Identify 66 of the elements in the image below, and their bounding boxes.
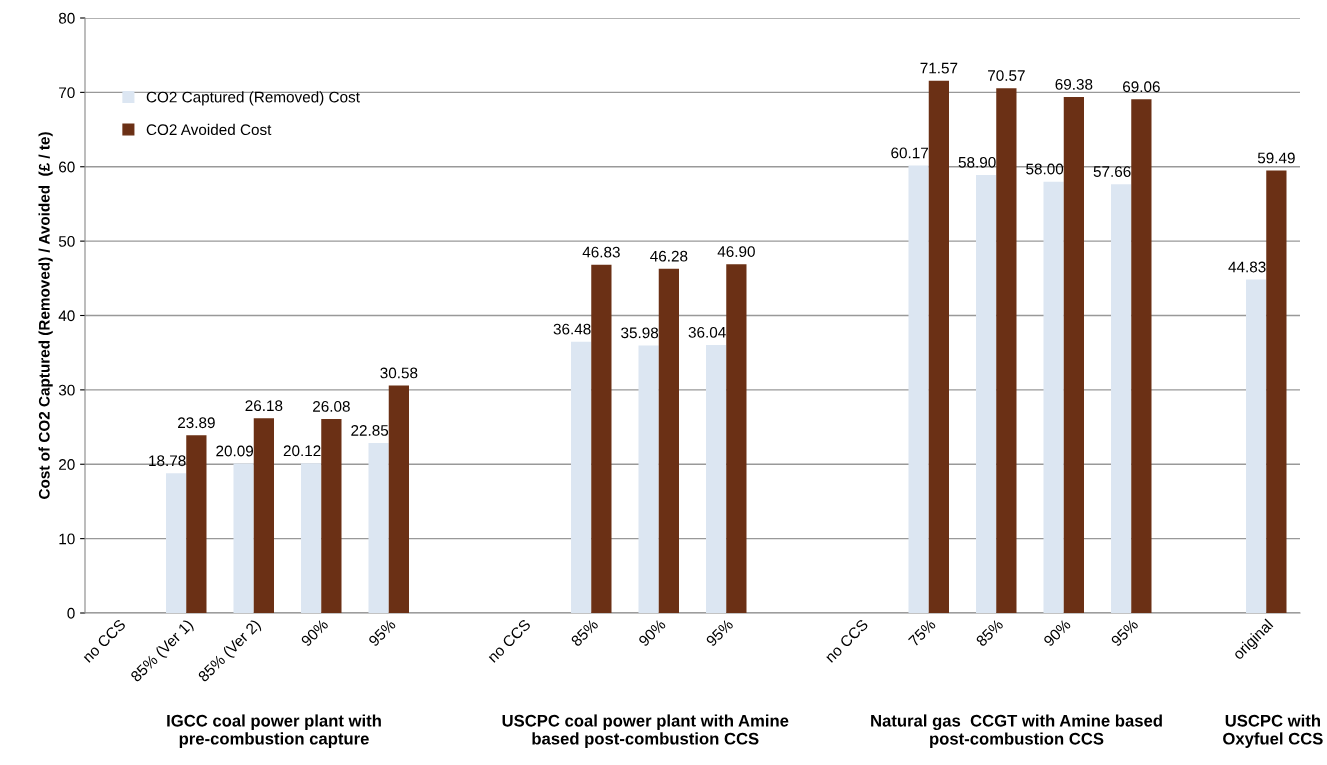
y-tick-label: 30: [58, 384, 75, 396]
data-label: 30.58: [380, 367, 418, 379]
text: IGCC coal power plant with pre-combustion capture: [167, 714, 381, 748]
legend-label: CO2 Captured (Removed) Cost: [146, 91, 360, 106]
bar: [571, 341, 592, 613]
bar: [928, 80, 949, 613]
bar: [1063, 96, 1084, 613]
bar: [321, 419, 342, 613]
text: USCPC with Oxyfuel CCS: [1223, 714, 1323, 748]
data-label: 57.66: [1093, 166, 1131, 177]
y-tick-label: 10: [59, 533, 75, 545]
bar: [1266, 170, 1287, 613]
data-label: 46.28: [650, 250, 688, 262]
data-label: 58.00: [1026, 163, 1064, 175]
bar: [301, 463, 322, 613]
data-label: 26.08: [313, 401, 350, 412]
bar: [1043, 181, 1064, 613]
data-label: 23.89: [178, 417, 215, 429]
bar: [976, 174, 997, 613]
bar: [233, 463, 254, 613]
data-label: 69.38: [1055, 78, 1093, 90]
bar: [638, 345, 659, 613]
data-label: 71.57: [920, 62, 958, 74]
x-tick-label: 85% (Ver 2): [197, 618, 264, 685]
data-label: 36.48: [553, 323, 591, 335]
data-label: 69.06: [1123, 81, 1160, 93]
data-label: 35.98: [621, 327, 659, 339]
data-label: 36.04: [688, 326, 726, 338]
data-label: 20.12: [283, 445, 321, 457]
y-tick-label: 50: [58, 235, 75, 247]
data-label: 26.18: [245, 400, 283, 412]
bar: [658, 268, 679, 613]
y-tick-label: 40: [58, 310, 75, 322]
y-tick-label: 20: [59, 459, 75, 470]
bar: [706, 344, 727, 613]
bar: [726, 264, 747, 613]
bar: [368, 443, 389, 613]
y-tick-label: 0: [67, 607, 75, 619]
data-label: 44.83: [1228, 261, 1266, 273]
bar: [1111, 184, 1132, 613]
data-label: 20.09: [216, 445, 254, 457]
bar: [1131, 99, 1152, 613]
y-tick-label: 60: [59, 161, 75, 173]
data-label: 46.83: [582, 246, 620, 258]
y-axis-title: Cost of CO2 Captured (Removed) / Avoided (£ / te): [38, 132, 53, 499]
data-label: 18.78: [149, 455, 186, 467]
data-label: 46.90: [717, 246, 755, 257]
text: USCPC coal power plant with Amine based post-combustion CCS: [502, 714, 789, 748]
bar: [1246, 279, 1267, 613]
bar: [591, 264, 612, 613]
bar: [996, 88, 1017, 613]
data-label: 60.17: [891, 147, 928, 159]
data-label: 59.49: [1257, 152, 1295, 164]
bar: [388, 385, 409, 613]
y-tick-label: 70: [59, 87, 75, 99]
text: Natural gas CCGT with Amine based post-combustion CCS: [871, 714, 1162, 748]
data-label: 22.85: [351, 425, 389, 436]
legend-label: CO2 Avoided Cost: [146, 123, 272, 136]
data-label: 58.90: [958, 156, 996, 168]
bar: [186, 435, 207, 613]
x-tick-label: 75%: [908, 618, 937, 647]
data-label: 70.57: [988, 70, 1025, 81]
bar: [166, 473, 187, 613]
y-tick-label: 80: [58, 12, 75, 24]
bar: [908, 165, 929, 613]
bar: [253, 418, 274, 613]
